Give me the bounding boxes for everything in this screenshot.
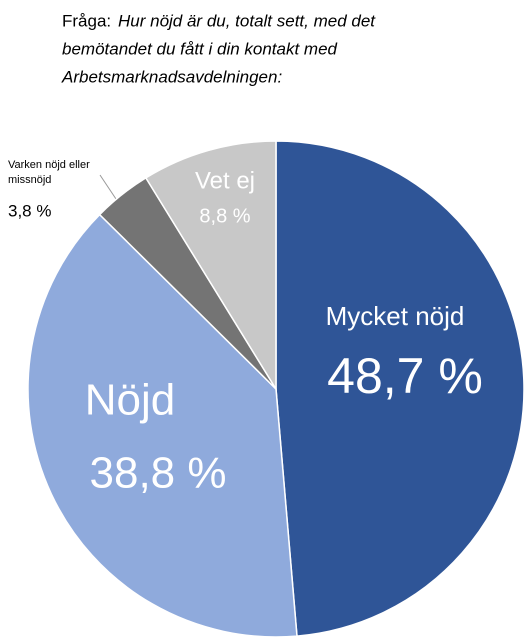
slice-label: Nöjd (85, 376, 176, 425)
question-label: Fråga: (62, 11, 111, 30)
slice-label: Vet ej (195, 167, 255, 194)
value-label: 48,7 % (327, 348, 483, 404)
pie-slice (27, 213, 298, 638)
value-label: 3,8 % (8, 201, 51, 220)
pie-slice (144, 140, 277, 392)
leader-line (99, 174, 117, 200)
chart-title: Arbetsmarknadsavdelningen: (61, 67, 282, 86)
chart-title: Hur nöjd är du, totalt sett, med det (118, 11, 376, 30)
slice-label: Mycket nöjd (326, 301, 465, 331)
value-label: 38,8 % (90, 449, 227, 498)
value-label: 8,8 % (199, 205, 250, 227)
chart-title: bemötandet du fått i din kontakt med (62, 39, 338, 58)
slice-label: Varken nöjd eller missnöjd (8, 159, 90, 186)
